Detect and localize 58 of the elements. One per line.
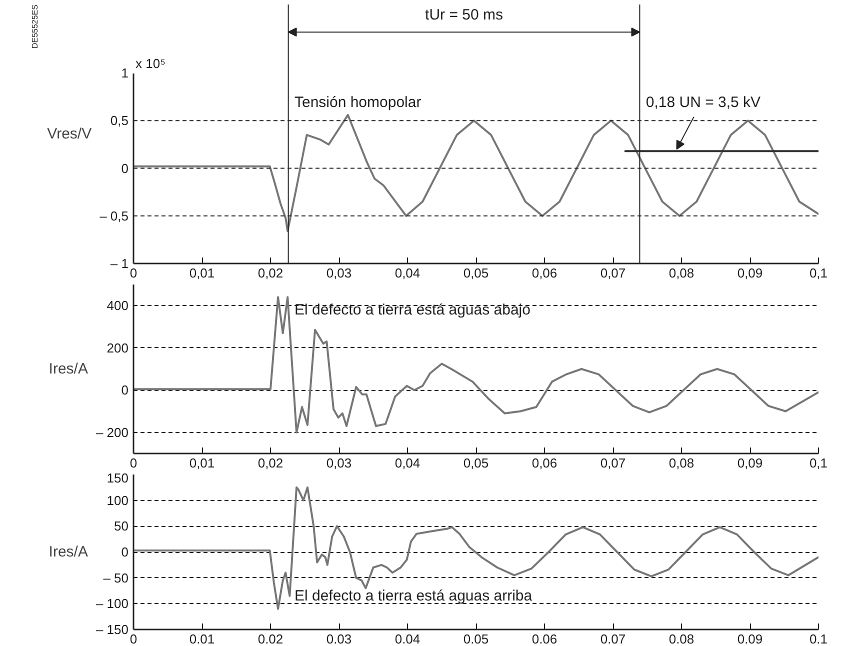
annotation: Tensión homopolar bbox=[294, 94, 422, 112]
line-series bbox=[134, 114, 818, 232]
line-series bbox=[134, 486, 818, 610]
x-tick-label: 0,1 bbox=[809, 456, 828, 470]
x-tick-label: 0.1 bbox=[809, 632, 828, 646]
y-tick-label: 150 bbox=[106, 470, 129, 486]
x-tick-label: 0.02 bbox=[258, 632, 284, 646]
y-tick-label: – 100 bbox=[96, 596, 129, 612]
y-tick-label: 1 bbox=[121, 66, 129, 81]
x-tick-label: 0.01 bbox=[189, 632, 215, 646]
x-tick-label: 0,08 bbox=[668, 456, 694, 470]
x-tick-label: 0,04 bbox=[394, 266, 420, 280]
x-tick-label: 0,01 bbox=[189, 266, 215, 280]
x-tick-label: 0.05 bbox=[463, 632, 489, 646]
x-tick-label: 0,06 bbox=[532, 456, 558, 470]
x-tick-label: 0.08 bbox=[668, 632, 694, 646]
text: tUr = 50 ms bbox=[425, 6, 503, 24]
x-tick-label: 0,09 bbox=[737, 456, 763, 470]
x-tick-label: 0,08 bbox=[668, 266, 694, 280]
y-axis-title: Ires/A bbox=[48, 360, 88, 378]
line-series bbox=[134, 296, 818, 434]
x-tick-label: 0,03 bbox=[326, 266, 352, 280]
y-tick-label: – 1 bbox=[110, 256, 129, 271]
y-tick-label: 200 bbox=[106, 340, 129, 356]
y-tick-label: 0,5 bbox=[110, 113, 129, 128]
y-tick-label: – 0,5 bbox=[100, 208, 129, 224]
y-axis-title: Vres/V bbox=[47, 126, 92, 142]
annotation: 0,18 UN = 3,5 kV bbox=[646, 94, 761, 112]
x-tick-label: 0.04 bbox=[394, 632, 420, 646]
text: x 10⁵ bbox=[136, 56, 166, 72]
x-tick-label: 0,01 bbox=[189, 456, 215, 470]
x-tick-label: 0.07 bbox=[600, 632, 626, 646]
y-tick-label: – 200 bbox=[96, 424, 129, 440]
y-tick-label: 50 bbox=[114, 518, 129, 534]
x-tick-label: 0,02 bbox=[258, 266, 284, 280]
text: DE55525ES bbox=[30, 4, 40, 49]
x-tick-label: 0.09 bbox=[737, 632, 763, 646]
x-tick-label: 0,07 bbox=[600, 456, 626, 470]
y-axis-title: Ires/A bbox=[48, 544, 88, 560]
x-tick-label: 0,05 bbox=[463, 266, 489, 280]
x-tick-label: 0,09 bbox=[737, 266, 763, 280]
y-tick-label: 400 bbox=[106, 298, 129, 314]
x-tick-label: 0,03 bbox=[326, 456, 352, 470]
x-tick-label: 0,07 bbox=[600, 266, 626, 280]
y-tick-label: – 150 bbox=[96, 622, 129, 637]
x-tick-label: 0,06 bbox=[532, 266, 558, 280]
x-tick-label: 0,1 bbox=[809, 266, 828, 280]
y-tick-label: – 50 bbox=[103, 570, 129, 586]
y-tick-label: 0 bbox=[121, 382, 129, 398]
y-tick-label: 100 bbox=[106, 492, 129, 508]
y-tick-label: 0 bbox=[121, 544, 129, 560]
x-tick-label: 0.03 bbox=[326, 632, 352, 646]
annotation: El defecto a tierra está aguas arriba bbox=[294, 588, 533, 605]
x-tick-label: 0,05 bbox=[463, 456, 489, 470]
x-tick-label: 0.06 bbox=[532, 632, 558, 646]
x-tick-label: 0,02 bbox=[258, 456, 284, 470]
y-tick-label: 0 bbox=[121, 160, 129, 176]
x-tick-label: 0,04 bbox=[394, 456, 420, 470]
